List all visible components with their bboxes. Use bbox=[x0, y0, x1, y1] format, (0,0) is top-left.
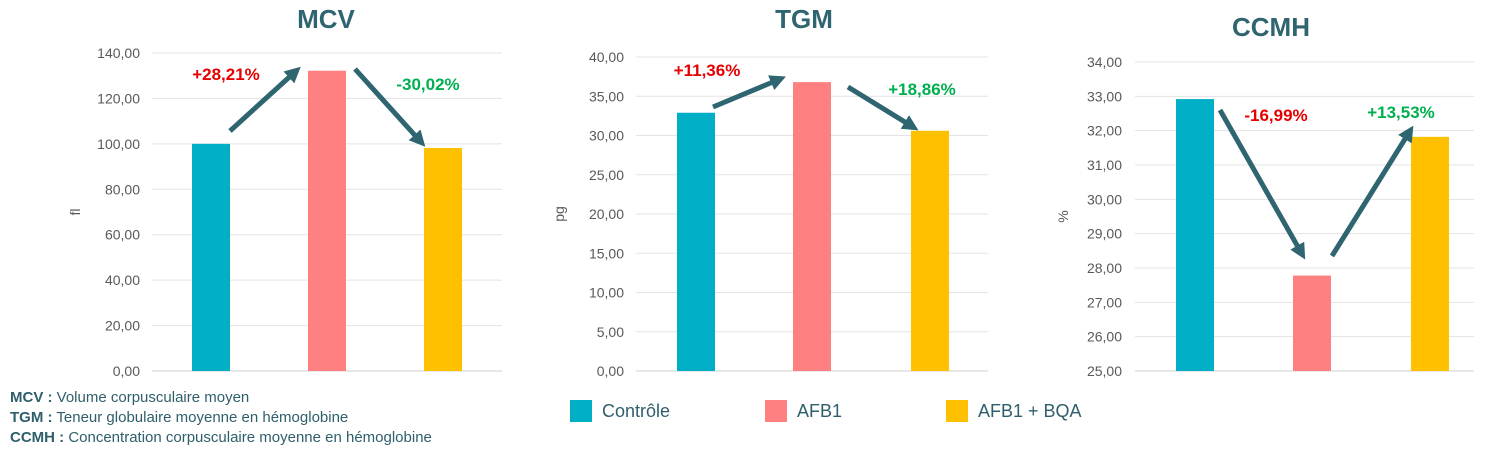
percent-change-label: +18,86% bbox=[888, 80, 956, 99]
trend-arrow bbox=[846, 84, 919, 131]
legend-item-controle: Contrôle bbox=[570, 398, 670, 424]
y-tick-label: 0,00 bbox=[113, 363, 140, 379]
y-tick-label: 20,00 bbox=[589, 206, 624, 222]
footnote-ccmh: CCMH : Concentration corpusculaire moyen… bbox=[10, 429, 432, 446]
percent-change-label: -30,02% bbox=[396, 75, 459, 94]
trend-arrow bbox=[1329, 125, 1414, 258]
footnote-abbr: MCV : bbox=[10, 389, 53, 406]
legend-label: Contrôle bbox=[602, 400, 671, 421]
legend: Contrôle AFB1 AFB1 + BQA bbox=[570, 398, 1130, 424]
legend-item-afb1-bqa: AFB1 + BQA bbox=[946, 398, 1082, 424]
legend-item-afb1: AFB1 bbox=[765, 398, 842, 424]
legend-swatch bbox=[946, 400, 968, 422]
bar-afb1 bbox=[793, 82, 831, 372]
legend-swatch bbox=[765, 400, 787, 422]
percent-change-label: +11,36% bbox=[674, 61, 741, 80]
trend-arrow bbox=[1217, 108, 1306, 260]
footnote-mcv: MCV : Volume corpusculaire moyen bbox=[10, 389, 249, 406]
chart-ccmh: CCMH 25,00 26,00 27,00 28,00 29,00 30,00 31,00 3… bbox=[1055, 12, 1474, 379]
legend-label: AFB1 + BQA bbox=[978, 400, 1082, 421]
bar-controle bbox=[677, 112, 715, 372]
footnote-abbr: TGM : bbox=[10, 409, 53, 426]
y-tick-label: 34,00 bbox=[1087, 54, 1122, 70]
footnote-text: Teneur globulaire moyenne en hémoglobine bbox=[52, 409, 349, 426]
y-axis-label: pg bbox=[551, 206, 567, 222]
trend-arrow bbox=[712, 75, 786, 110]
footnote-tgm: TGM : Teneur globulaire moyenne en hémog… bbox=[10, 409, 348, 426]
y-tick-label: 25,00 bbox=[589, 167, 624, 183]
legend-swatch bbox=[570, 400, 592, 422]
y-tick-label: 60,00 bbox=[105, 227, 140, 243]
y-tick-label: 30,00 bbox=[1087, 191, 1122, 207]
y-axis-label: % bbox=[1055, 210, 1071, 222]
y-tick-label: 40,00 bbox=[589, 49, 624, 65]
footnote-text: Volume corpusculaire moyen bbox=[52, 389, 250, 406]
y-tick-label: 28,00 bbox=[1087, 260, 1122, 276]
percent-change-label: +28,21% bbox=[192, 65, 260, 84]
bar-afb1 bbox=[1293, 275, 1331, 371]
y-tick-label: 140,00 bbox=[97, 45, 140, 61]
y-tick-label: 31,00 bbox=[1087, 157, 1122, 173]
chart-title: CCMH bbox=[1232, 12, 1310, 42]
y-tick-label: 15,00 bbox=[589, 245, 624, 261]
y-tick-label: 35,00 bbox=[589, 88, 624, 104]
footnote-text: Concentration corpusculaire moyenne en h… bbox=[64, 429, 432, 446]
y-tick-label: 29,00 bbox=[1087, 226, 1122, 242]
bar-afb1-bqa bbox=[424, 147, 462, 371]
bar-afb1-bqa bbox=[911, 130, 949, 371]
bar-controle bbox=[192, 143, 230, 371]
y-tick-label: 27,00 bbox=[1087, 294, 1122, 310]
bar-afb1 bbox=[308, 70, 346, 372]
y-tick-label: 120,00 bbox=[97, 90, 140, 106]
chart-title: MCV bbox=[297, 4, 355, 34]
legend-label: AFB1 bbox=[797, 400, 843, 421]
percent-change-label: +13,53% bbox=[1367, 103, 1435, 122]
bar-controle bbox=[1176, 99, 1214, 371]
y-tick-label: 0,00 bbox=[597, 363, 624, 379]
y-tick-label: 33,00 bbox=[1087, 88, 1122, 104]
footnote-abbr: CCMH : bbox=[10, 429, 65, 446]
percent-change-label: -16,99% bbox=[1244, 106, 1307, 125]
chart-title: TGM bbox=[775, 4, 833, 34]
y-tick-label: 26,00 bbox=[1087, 329, 1122, 345]
y-tick-label: 80,00 bbox=[105, 181, 140, 197]
trend-arrow bbox=[228, 66, 301, 133]
y-tick-label: 100,00 bbox=[97, 136, 140, 152]
y-tick-label: 10,00 bbox=[589, 285, 624, 301]
y-tick-label: 20,00 bbox=[105, 318, 140, 334]
y-axis-label: fl bbox=[67, 209, 83, 216]
chart-tgm: TGM 0,00 5,00 10,00 15,00 20,00 25,00 30,00 35,0… bbox=[551, 4, 988, 379]
bar-afb1-bqa bbox=[1411, 136, 1449, 371]
y-tick-label: 30,00 bbox=[589, 128, 624, 144]
y-tick-label: 32,00 bbox=[1087, 123, 1122, 139]
chart-mcv: MCV 0,00 20,00 40,00 60,00 80,00 100,00 120,00 1… bbox=[67, 4, 502, 379]
y-tick-label: 5,00 bbox=[597, 324, 624, 340]
trend-arrow bbox=[353, 67, 426, 147]
y-tick-label: 40,00 bbox=[105, 272, 140, 288]
y-tick-label: 25,00 bbox=[1087, 363, 1122, 379]
